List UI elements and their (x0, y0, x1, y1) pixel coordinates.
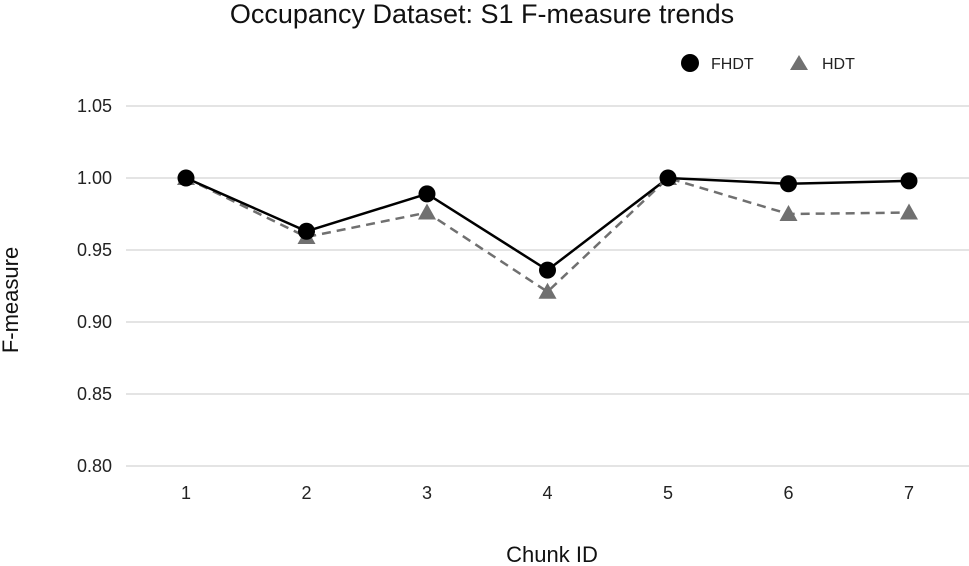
x-tick-label: 1 (181, 483, 191, 503)
chart-title: Occupancy Dataset: S1 F-measure trends (230, 0, 734, 29)
data-point-fhdt (418, 185, 436, 203)
x-tick-label: 2 (301, 483, 311, 503)
x-axis-ticks: 1 2 3 4 5 6 7 (181, 483, 914, 503)
y-tick-label: 0.85 (77, 384, 112, 404)
data-point-fhdt (298, 222, 315, 240)
grid-lines (126, 105, 969, 467)
data-point-fhdt (659, 169, 677, 187)
plot-area (177, 169, 918, 299)
y-tick-label: 1.00 (77, 168, 112, 188)
series-line-fhdt (185, 176, 910, 272)
legend-marker-hdt (790, 55, 808, 70)
y-axis-ticks: 0.80 0.85 0.90 0.95 1.00 1.05 (77, 96, 112, 476)
data-point-hdt (418, 203, 436, 220)
legend-label-fhdt: FHDT (711, 56, 754, 73)
data-point-hdt (900, 203, 918, 220)
x-axis-label: Chunk ID (506, 542, 598, 566)
x-tick-label: 3 (422, 483, 432, 503)
y-tick-label: 0.90 (77, 312, 112, 332)
x-tick-label: 6 (783, 483, 793, 503)
legend-label-hdt: HDT (822, 56, 855, 73)
data-point-fhdt (780, 175, 797, 193)
legend: FHDT HDT (681, 54, 855, 73)
data-point-hdt (538, 282, 557, 299)
y-tick-label: 0.80 (77, 456, 112, 476)
x-tick-label: 4 (542, 483, 552, 503)
y-axis-label: F-measure (0, 247, 23, 353)
y-tick-label: 1.05 (77, 96, 112, 116)
data-point-fhdt (539, 261, 556, 279)
data-point-fhdt (177, 169, 195, 187)
data-point-hdt (779, 205, 798, 221)
y-tick-label: 0.95 (77, 240, 112, 260)
x-tick-label: 7 (904, 483, 914, 503)
x-tick-label: 5 (663, 483, 673, 503)
data-point-fhdt (900, 172, 918, 190)
legend-marker-fhdt (681, 54, 699, 72)
